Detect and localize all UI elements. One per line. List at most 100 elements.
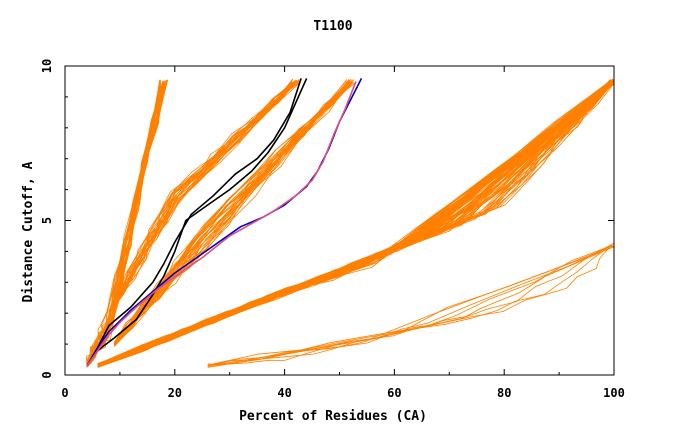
model-line [97,82,612,368]
model-line [86,81,161,366]
model-line [108,83,296,313]
model-line [97,79,615,368]
model-line [97,79,615,368]
model-line [97,83,614,364]
highlight-line [86,78,302,367]
model-line [97,82,615,368]
model-line [97,81,611,365]
model-line [114,81,353,343]
x-tick-label: 80 [497,386,511,400]
model-line [207,245,615,365]
model-line [97,80,612,365]
model-line [97,79,611,368]
x-tick-label: 40 [277,386,291,400]
model-line [97,81,613,366]
chart-title: T1100 [313,19,352,34]
model-line [97,79,615,368]
y-tick-label: 10 [40,59,54,73]
model-line [97,79,615,365]
model-line [97,83,615,368]
x-tick-label: 60 [387,386,401,400]
x-tick-label: 20 [168,386,182,400]
model-line [97,82,615,367]
model-line [97,80,615,367]
model-line [97,81,615,365]
model-line [97,79,615,365]
x-axis: 0 20 40 60 80 100 [61,66,625,400]
model-line [207,242,615,366]
model-line [97,82,612,366]
model-line [97,82,610,367]
model-line [97,79,615,367]
model-line [97,80,615,365]
model-line [86,81,161,366]
model-line [86,82,161,365]
model-line [86,80,160,365]
model-line [97,79,612,368]
x-tick-label: 100 [603,386,625,400]
model-line [97,81,611,366]
model-line [86,81,167,364]
model-line [97,83,613,367]
model-line [97,81,612,366]
model-line [97,80,612,365]
model-line [97,82,611,367]
model-line [97,79,612,365]
model-line [97,78,615,366]
model-line [97,80,612,366]
model-line [97,83,615,365]
model-line [97,78,613,364]
model-line [97,80,611,366]
model-line [97,80,615,367]
model-line [207,245,613,368]
model-line [97,81,611,367]
model-line [97,80,612,366]
model-line [97,78,614,368]
model-line [97,82,611,367]
model-line [108,79,296,312]
model-line [97,80,615,366]
model-line [97,83,611,368]
model-line [97,82,612,364]
model-line [97,82,612,366]
model-line [97,81,614,367]
model-line [97,81,612,368]
model-line [97,79,614,366]
y-axis-label: Distance Cutoff, A [21,161,36,302]
model-line [108,79,293,312]
model-line [97,83,613,367]
model-line [97,81,615,366]
model-line [97,83,615,365]
model-line [97,79,615,365]
highlight-line [86,78,308,367]
model-line [97,81,615,368]
model-line [86,80,161,368]
plot-frame [64,65,615,376]
model-line [97,81,615,368]
model-line [97,81,615,366]
model-line [97,83,615,367]
model-line [97,82,615,364]
model-line [97,83,612,365]
model-line [97,81,615,365]
model-line [86,82,161,368]
model-line [97,80,612,366]
model-line [97,79,615,365]
y-tick-label: 0 [40,371,54,378]
model-line [86,82,165,365]
model-line [97,81,611,368]
model-line [97,79,611,368]
model-line [97,81,615,366]
model-line [97,80,615,368]
model-line [207,245,612,367]
model-line [97,80,615,368]
model-line [97,82,612,366]
y-tick-label: 5 [40,217,54,224]
model-line [97,82,615,365]
y-axis: 0 5 10 [40,59,614,379]
model-line [97,81,611,368]
model-line [207,246,615,367]
model-line [97,82,612,367]
model-line [97,81,612,368]
